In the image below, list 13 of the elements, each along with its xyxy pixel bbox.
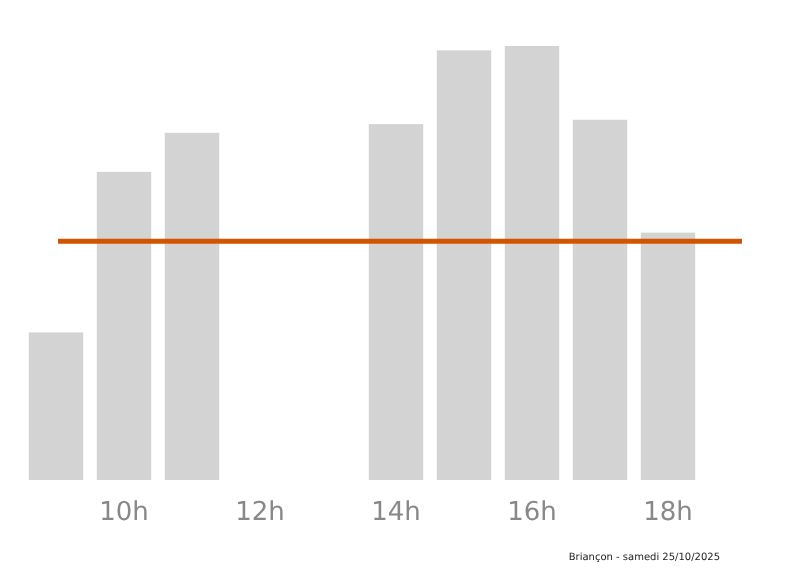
bar [640, 232, 696, 480]
x-tick-label: 14h [371, 498, 421, 528]
x-tick-label: 10h [99, 498, 149, 528]
x-tick-label: 12h [235, 498, 285, 528]
x-tick-label: 16h [507, 498, 557, 528]
bar [28, 332, 84, 480]
bar [572, 119, 628, 480]
bar [164, 132, 220, 480]
bar [368, 124, 424, 480]
bar [96, 171, 152, 480]
x-tick-label: 18h [643, 498, 693, 528]
bar [504, 46, 560, 480]
bar [436, 50, 492, 480]
